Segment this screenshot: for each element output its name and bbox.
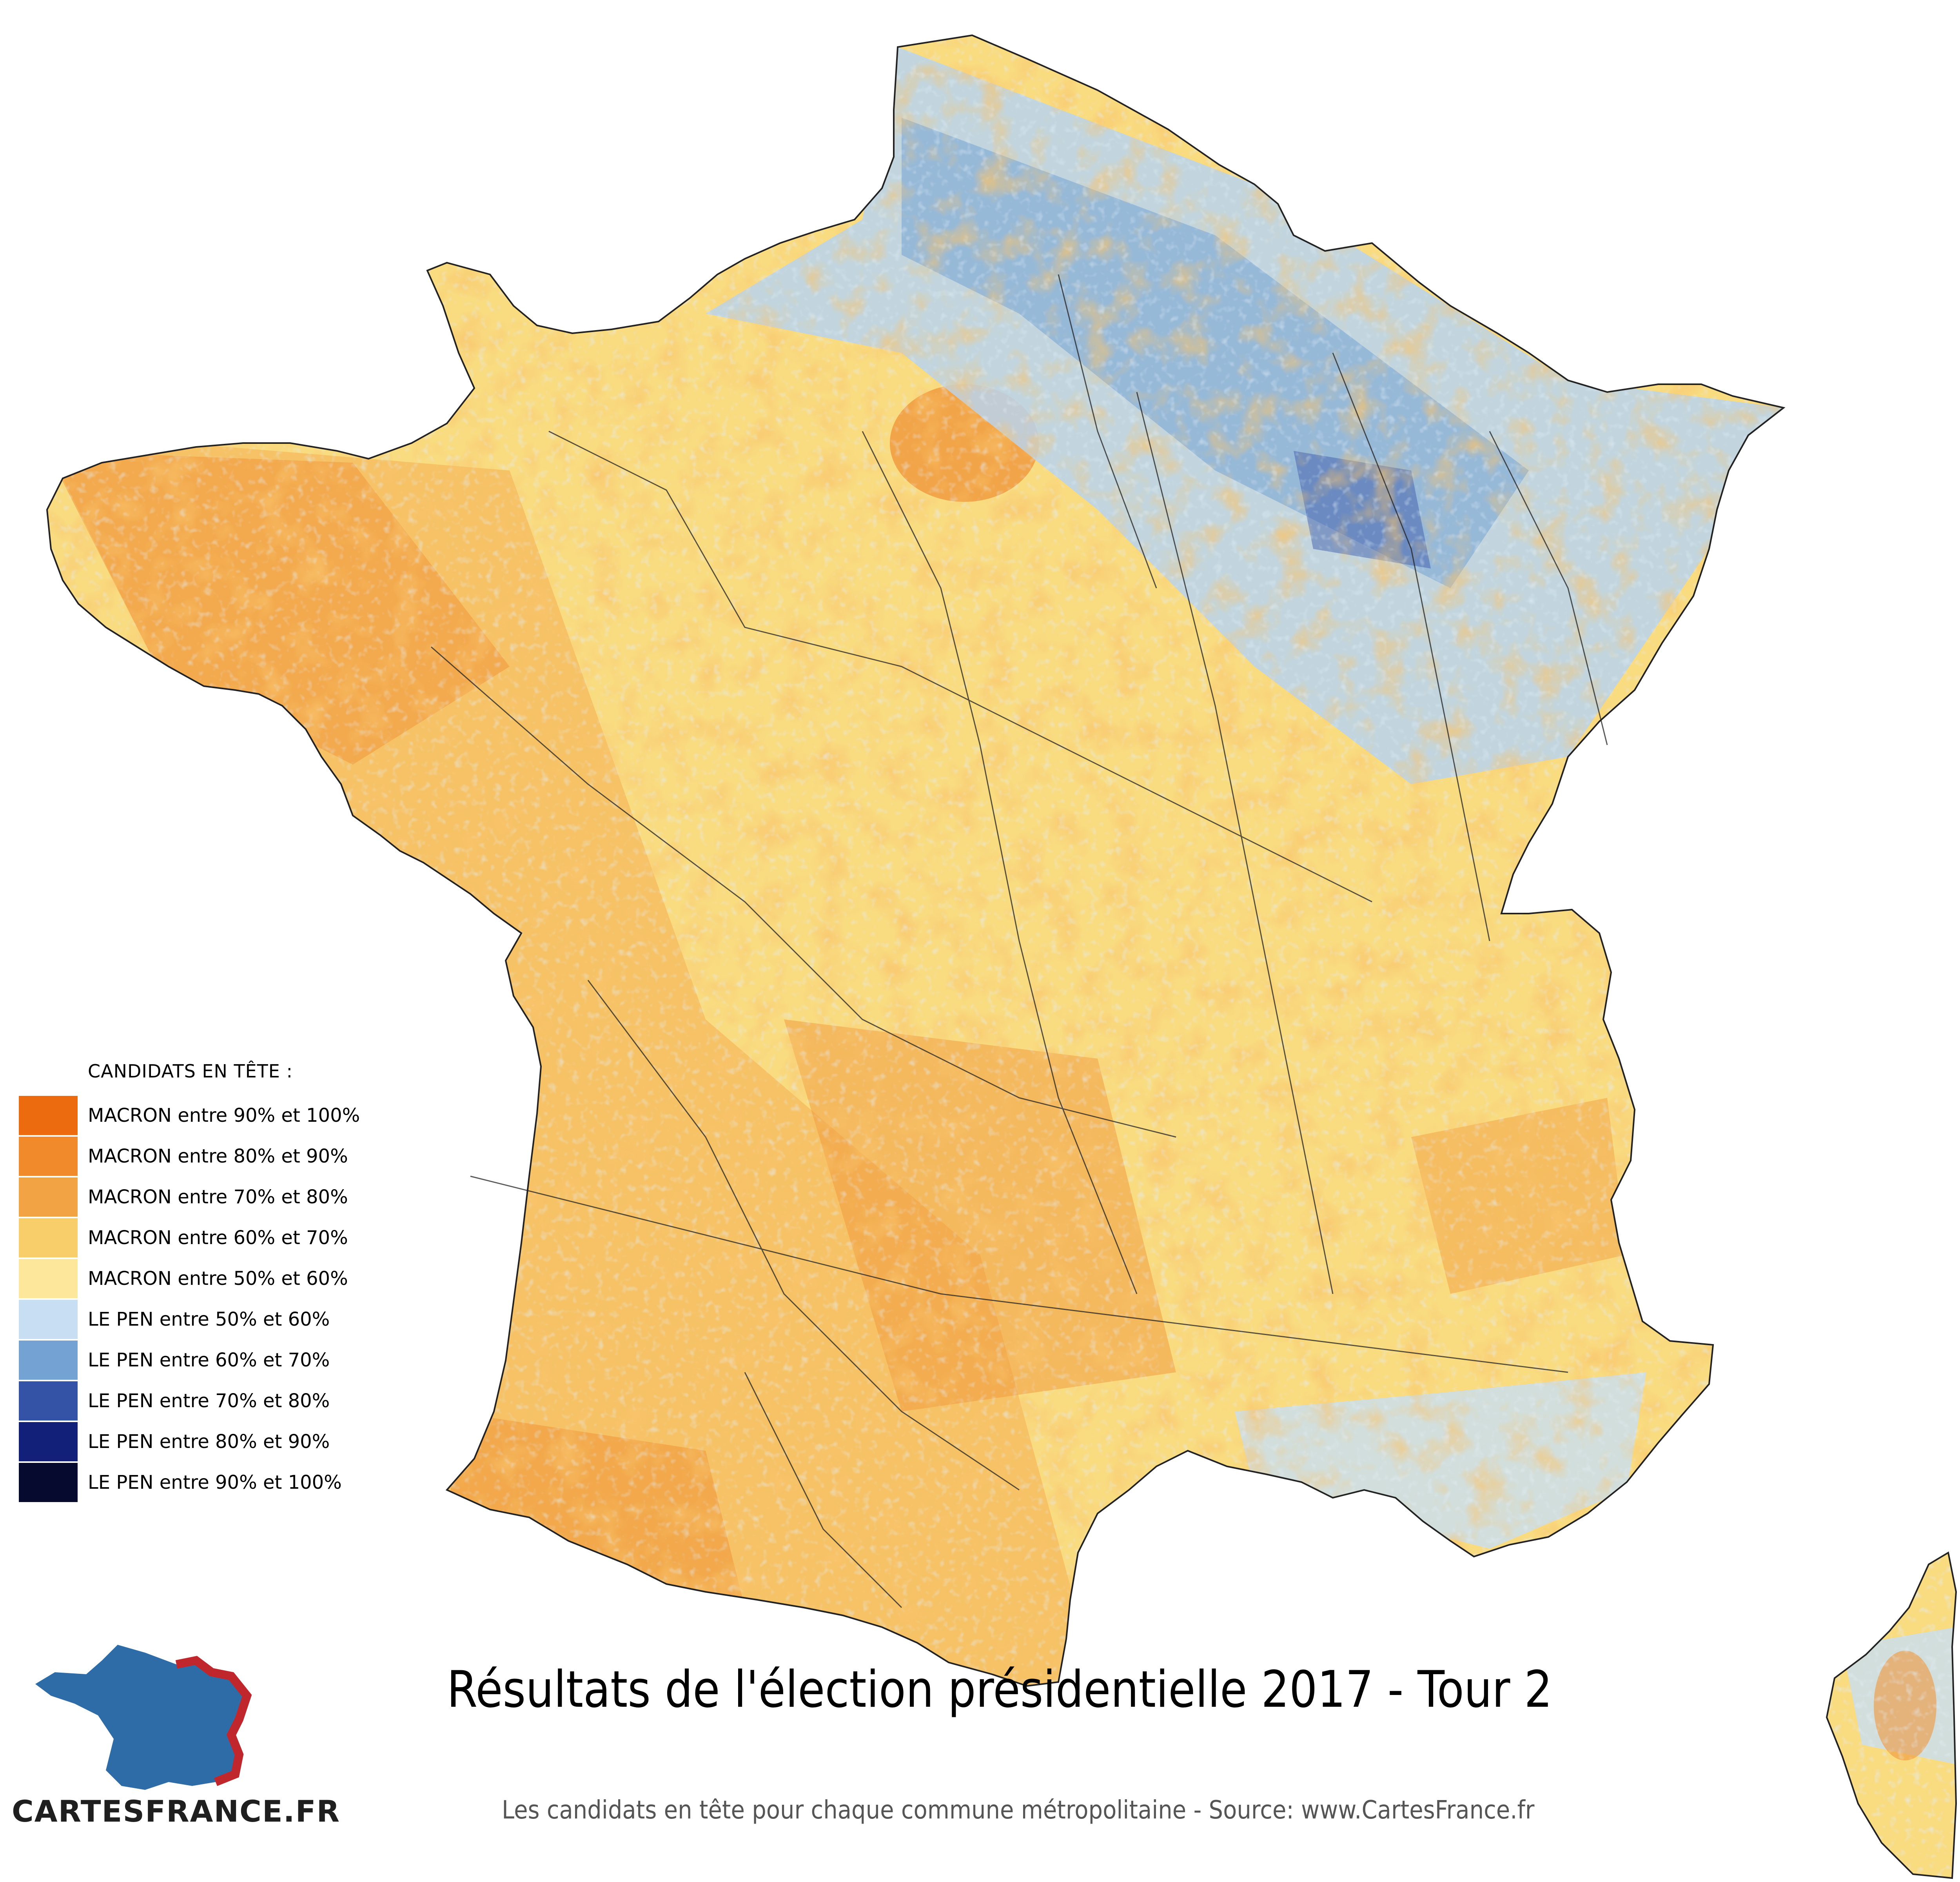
legend-title: CANDIDATS EN TÊTE : (88, 1061, 293, 1082)
legend-item: LE PEN entre 60% et 70% (19, 1340, 360, 1381)
legend-label: LE PEN entre 70% et 80% (88, 1390, 330, 1412)
legend-swatch (19, 1422, 78, 1461)
map-subtitle: Les candidats en tête pour chaque commun… (502, 1796, 1535, 1825)
legend-item: MACRON entre 90% et 100% (19, 1095, 360, 1136)
legend-items: MACRON entre 90% et 100% MACRON entre 80%… (19, 1095, 360, 1503)
france-map-logo-icon (35, 1645, 252, 1790)
legend-swatch (19, 1177, 78, 1217)
legend-swatch (19, 1137, 78, 1176)
legend-item: MACRON entre 60% et 70% (19, 1217, 360, 1258)
legend-item: LE PEN entre 70% et 80% (19, 1381, 360, 1421)
legend-item: LE PEN entre 80% et 90% (19, 1421, 360, 1462)
legend-item: LE PEN entre 90% et 100% (19, 1462, 360, 1503)
legend-label: MACRON entre 60% et 70% (88, 1227, 348, 1249)
legend-swatch (19, 1218, 78, 1257)
legend-label: MACRON entre 70% et 80% (88, 1186, 348, 1208)
legend-item: LE PEN entre 50% et 60% (19, 1299, 360, 1340)
legend-item: MACRON entre 70% et 80% (19, 1177, 360, 1217)
legend-swatch (19, 1300, 78, 1339)
legend-swatch (19, 1096, 78, 1135)
department-borders (431, 274, 1608, 1608)
legend-label: LE PEN entre 90% et 100% (88, 1471, 342, 1493)
legend-swatch (19, 1259, 78, 1298)
legend-item: MACRON entre 80% et 90% (19, 1136, 360, 1177)
legend-item: MACRON entre 50% et 60% (19, 1258, 360, 1299)
legend-swatch (19, 1381, 78, 1421)
legend: CANDIDATS EN TÊTE : MACRON entre 90% et … (19, 1061, 360, 1503)
legend-label: LE PEN entre 60% et 70% (88, 1349, 330, 1371)
logo-text: CARTESFRANCE.FR (12, 1794, 341, 1829)
legend-label: MACRON entre 90% et 100% (88, 1104, 360, 1126)
legend-label: LE PEN entre 50% et 60% (88, 1308, 330, 1330)
legend-label: MACRON entre 50% et 60% (88, 1268, 348, 1290)
legend-swatch (19, 1341, 78, 1380)
legend-label: LE PEN entre 80% et 90% (88, 1431, 330, 1453)
map-title: Résultats de l'élection présidentielle 2… (447, 1660, 1552, 1719)
legend-swatch (19, 1463, 78, 1502)
corsica (1827, 1553, 1956, 1878)
legend-label: MACRON entre 80% et 90% (88, 1145, 348, 1167)
